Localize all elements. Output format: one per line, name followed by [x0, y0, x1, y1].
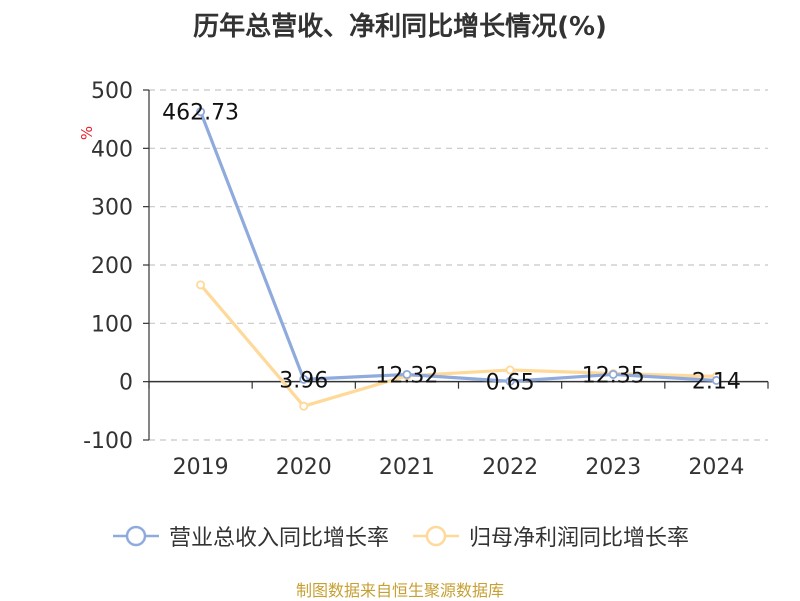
data-point — [505, 365, 515, 375]
y-tick-label: 500 — [91, 79, 133, 104]
y-tick-label: -100 — [83, 429, 133, 454]
x-tick-label: 2019 — [173, 455, 229, 480]
legend-item-profit[interactable]: 归母净利润同比增长率 — [411, 520, 689, 552]
y-tick-label: 0 — [119, 371, 133, 396]
y-axis-unit: % — [78, 126, 96, 140]
data-label: 0.65 — [486, 370, 535, 395]
y-tick-label: 400 — [91, 137, 133, 162]
legend-line-circle-icon — [112, 525, 159, 547]
series-points — [196, 107, 721, 411]
data-point — [299, 401, 309, 411]
data-point — [299, 374, 309, 384]
data-label: 12.35 — [582, 363, 645, 388]
legend-item-revenue[interactable]: 营业总收入同比增长率 — [111, 520, 389, 552]
legend-label-profit: 归母净利润同比增长率 — [469, 526, 690, 551]
x-tick-label: 2022 — [482, 455, 538, 480]
line-chart: -100 0 100 200 300 400 500 2019 2020 2021 2022 202… — [78, 79, 769, 480]
data-labels: 462.73 3.96 12.32 0.65 12.35 2.14 — [162, 101, 741, 396]
legend: 营业总收入同比增长率 归母净利润同比增长率 — [0, 520, 800, 552]
data-label: 3.96 — [279, 368, 328, 393]
grid-lines — [149, 89, 768, 441]
x-tick-label: 2023 — [585, 455, 641, 480]
legend-label-revenue: 营业总收入同比增长率 — [168, 526, 389, 551]
series-lines — [198, 110, 719, 408]
data-point — [196, 107, 206, 117]
data-label: 12.32 — [375, 363, 438, 388]
y-axis-ticks: -100 0 100 200 300 400 500 — [83, 79, 149, 454]
x-tick-label: 2021 — [379, 455, 435, 480]
data-point — [196, 280, 206, 290]
data-point — [608, 369, 618, 379]
data-point — [711, 375, 721, 385]
y-tick-label: 300 — [91, 196, 133, 221]
data-point — [402, 369, 412, 379]
chart-title: 历年总营收、净利同比增长情况(%) — [193, 12, 607, 42]
x-tick-label: 2020 — [276, 455, 332, 480]
x-axis-ticks: 2019 2020 2021 2022 2023 2024 — [148, 381, 769, 480]
series-line-0 — [198, 110, 719, 383]
x-tick-label: 2024 — [688, 455, 744, 480]
data-point — [505, 376, 515, 386]
y-tick-label: 100 — [91, 312, 133, 337]
y-tick-label: 200 — [91, 254, 133, 279]
data-label: 2.14 — [692, 369, 741, 394]
legend-line-circle-icon — [413, 525, 459, 547]
data-label: 462.73 — [162, 101, 239, 126]
source-footer: 制图数据来自恒生聚源数据库 — [295, 581, 504, 600]
